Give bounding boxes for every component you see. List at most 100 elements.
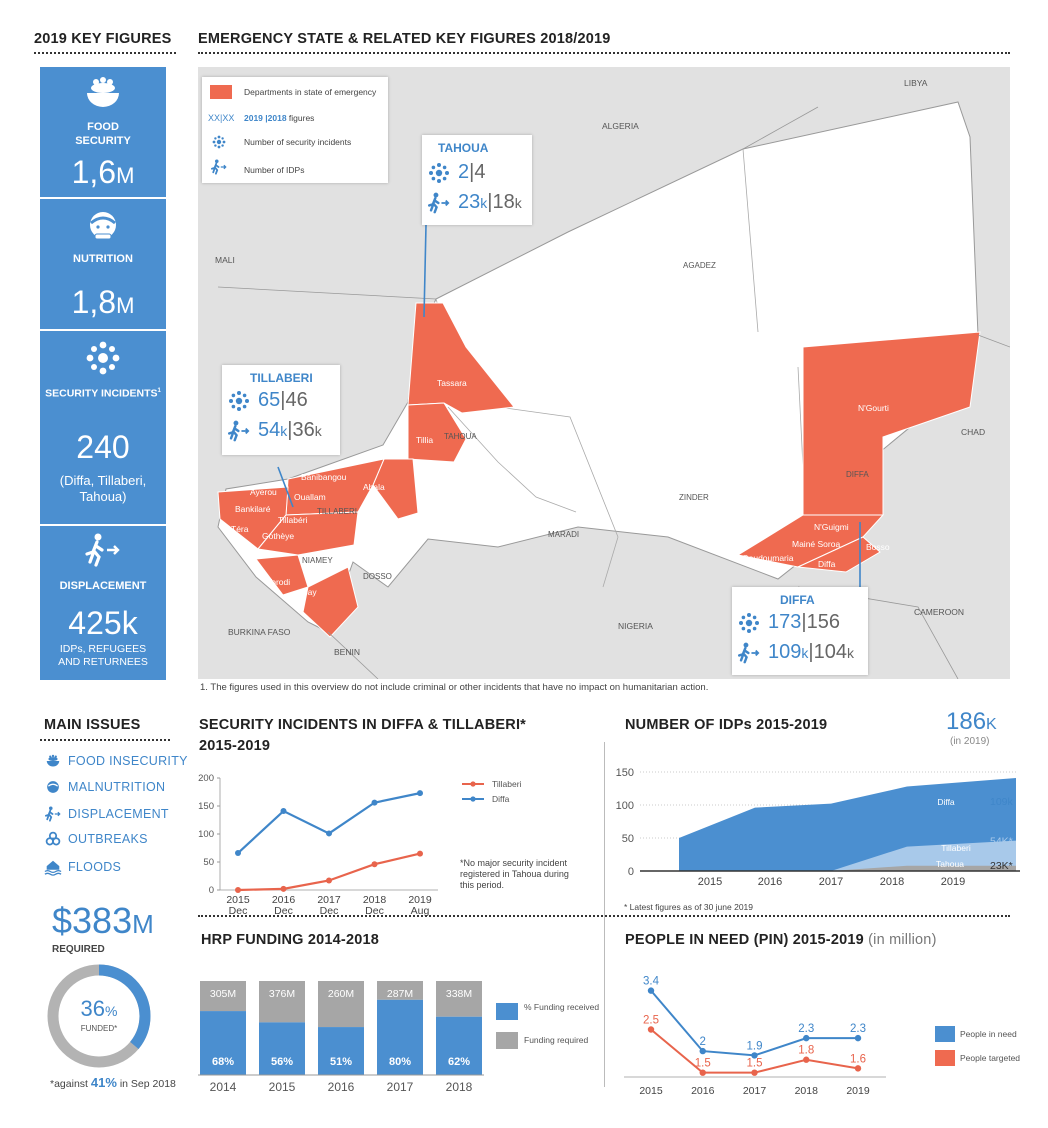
map-label-libya: LIBYA [904,78,928,88]
niger-map: LIBYA ALGERIA MALI CHAD NIGERIA BURKINA … [198,67,1010,679]
end-label: 109k [990,796,1014,808]
issue-outbreaks: OUTBREAKS [44,831,148,847]
data-point-diffa [417,790,423,797]
divider [198,52,1010,54]
displacement-label: DISPLACEMENT [59,580,147,592]
bar-required-label: 287M [387,988,413,1000]
map-label-burkina-faso: BURKINA FASO [228,627,291,637]
bar-funded [436,1016,482,1075]
dept-label-tillia: Tillia [416,435,434,445]
data-point-diffa [371,799,378,806]
x-tick-label: 2017 [387,1080,414,1094]
bar-funded [259,1022,305,1075]
nutrition-label: NUTRITION [73,253,133,265]
area-tillaberi [679,840,1016,871]
divider [34,52,176,54]
legend-swatch-funded [496,1003,518,1020]
data-point [647,987,655,994]
dept-label-abala: Abala [363,482,385,492]
region-label-dosso: DOSSO [363,572,392,581]
end-label: 23K* [990,860,1013,872]
map-label-cameroon: CAMEROON [914,607,965,617]
region-label-zinder: ZINDER [679,493,709,502]
bar-funded [200,1011,246,1075]
y-tick-label: 100 [616,800,634,812]
legend-label: Funding required [524,1035,589,1045]
x-tick-label: 2016 [328,1080,355,1094]
dept-label-bosso: Bosso [866,542,890,552]
bar-required [377,981,423,1000]
x-tick-label: 2018 [363,894,387,906]
key-figure-displacement: DISPLACEMENT 425k IDPs, REFUGEES AND RET… [40,526,166,680]
data-label: 2.3 [798,1023,814,1035]
data-point-tillaberi [280,885,287,892]
map-label-algeria: ALGERIA [602,121,639,131]
x-tick-label: 2015 [698,876,722,888]
bar-required [318,981,364,1028]
food-bowl-icon [46,754,60,767]
dept-label-goudoumaria: Goudoumaria [742,553,794,563]
idps-total: 186K [946,708,997,735]
bar-funded [377,999,423,1075]
dept-label-tillaberi: Tillabéri [278,515,308,525]
issue-malnutrition: MALNUTRITION [44,780,165,794]
series-line-tillaberi [237,852,421,892]
data-point-tillaberi [371,861,378,868]
dept-label-tera: Téra [231,524,249,534]
region-label-agadez: AGADEZ [683,261,716,270]
card-title: DIFFA [780,593,815,607]
map-canvas [217,101,1010,679]
displacement-sub: IDPs, REFUGEES AND RETURNEES [58,643,148,668]
x-tick-label: 2019 [941,876,965,888]
data-point-diffa [280,808,287,815]
legend-figures-format: XX|XX [208,113,235,123]
data-label: 1.5 [695,1058,711,1070]
displacement-icon [45,806,61,822]
dept-label-bankilare: Bankilaré [235,504,271,514]
key-figure-security-incidents: SECURITY INCIDENTS1 240 (Diffa, Tillaber… [40,331,166,524]
bar-required [200,981,246,1012]
y-tick-label: 150 [616,767,634,779]
hrp-funding-chart: 305M 68% 2014 376M 56% 2015 260M 51% 2016 287M 80%… [198,981,600,1094]
dept-label-tassara: Tassara [437,378,467,388]
data-label: 1.5 [747,1058,763,1070]
map-label-benin: BENIN [334,647,360,657]
data-point-tillaberi [235,887,241,893]
dept-label-gotheye: Gothèye [262,531,295,541]
bar-required-label: 305M [210,988,236,1000]
idps-note: * Latest figures as of 30 june 2019 [624,902,754,912]
dept-label-say: Say [302,587,317,597]
dept-label-ouallam: Ouallam [294,492,326,502]
displacement-value: 425k [68,605,138,641]
food-security-label: FOOD SECURITY [75,121,131,147]
x-tick-label: 2019 [846,1085,870,1097]
data-point-diffa [235,850,241,857]
x-tick-label: 2015 [226,894,250,906]
x-tick-label: 2016 [758,876,782,888]
divider [198,915,1010,917]
nutrition-icon [47,781,59,793]
card-title: TILLABERI [250,371,313,385]
data-point [803,1056,810,1063]
data-point [854,1034,862,1042]
donut-funded-arc [47,964,151,1068]
legend-figures: 2019 |2018 figures [244,113,315,123]
key-figure-food-security: FOOD SECURITY 1,6M [40,67,166,197]
y-tick-label: 0 [209,885,214,896]
hrp-chart-title: HRP FUNDING 2014-2018 [201,932,380,948]
area-tahoua [679,865,1016,871]
y-tick-label: 100 [198,829,214,840]
divider [40,739,170,741]
legend-incidents: Number of security incidents [244,137,352,147]
main-issues-title: MAIN ISSUES [44,717,141,733]
bar-required [259,981,305,1023]
y-tick-label: 50 [203,857,214,868]
y-tick-label: 200 [198,773,214,784]
legend-marker [470,796,476,802]
x-tick-label: 2018 [880,876,904,888]
pin-line-chart: 2015 2016 2017 2018 2019 3.4 2 1.9 2.3 2.3 People … [624,976,1020,1097]
legend-swatch-required [496,1032,518,1049]
x-tick-sublabel: Dec [229,905,248,917]
data-point [803,1034,810,1042]
security-incident-icon [739,612,759,633]
